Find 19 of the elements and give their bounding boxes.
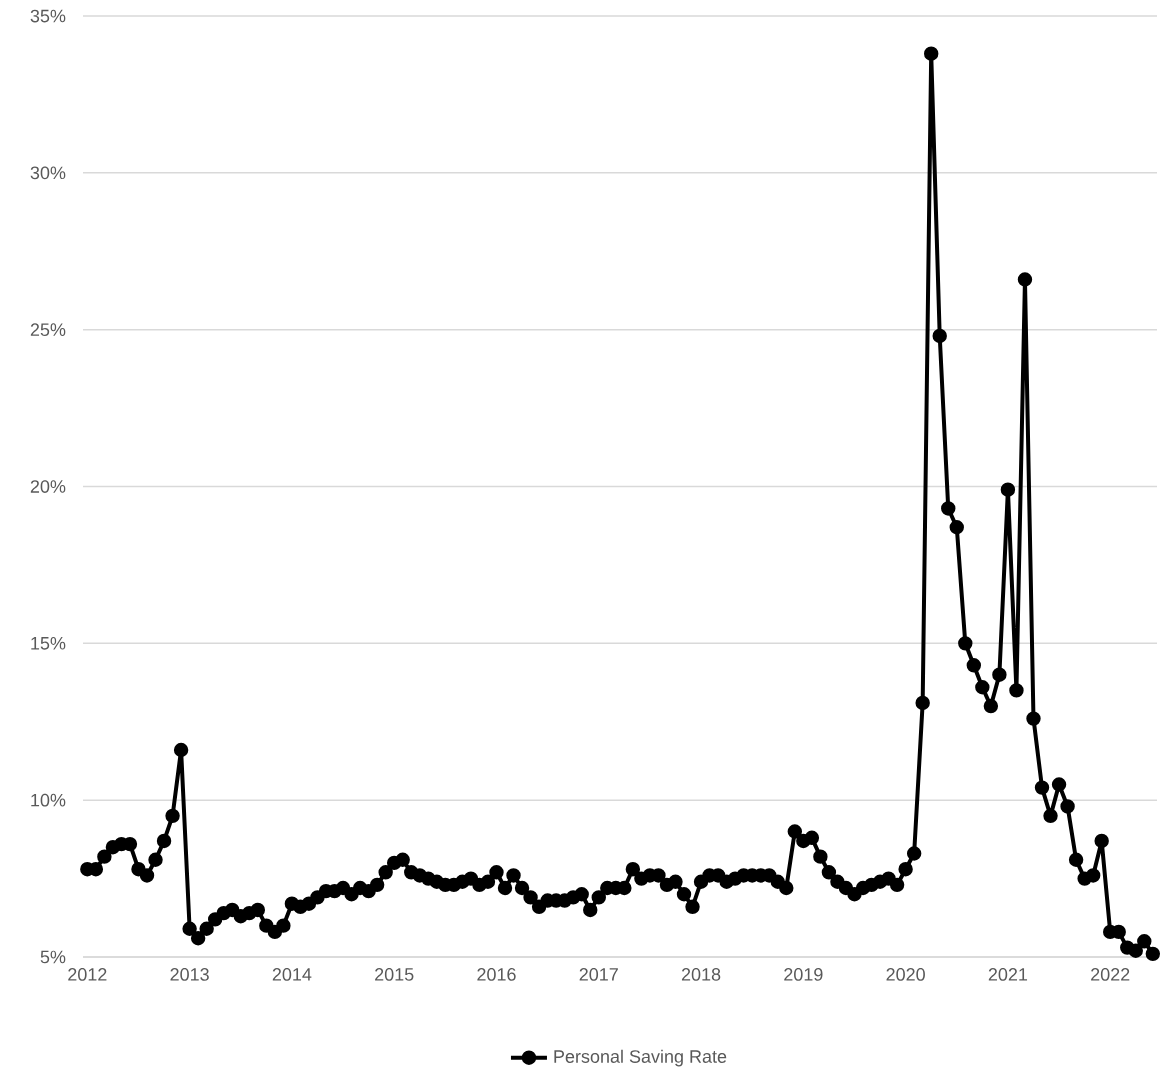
- x-tick-label: 2019: [784, 968, 823, 981]
- x-tick-label: 2012: [68, 968, 107, 981]
- x-tick-label: 2020: [886, 968, 925, 981]
- x-tick-label: 2015: [375, 968, 414, 981]
- x-tick-label: 2017: [579, 968, 618, 981]
- y-tick-label: 5%: [40, 950, 66, 964]
- x-tick-label: 2018: [681, 968, 721, 981]
- x-tick-label: 2013: [170, 968, 209, 981]
- x-tick-label: 2014: [272, 968, 312, 981]
- y-tick-label: 20%: [30, 480, 66, 493]
- x-tick-label: 2016: [477, 968, 516, 981]
- x-tick-label: 2022: [1091, 968, 1130, 981]
- y-tick-label: 15%: [31, 636, 66, 650]
- y-tick-label: 30%: [30, 166, 66, 180]
- legend-label: Personal Saving Rate: [554, 1049, 727, 1067]
- x-tick-label: 2021: [988, 968, 1028, 981]
- y-tick-label: 25%: [30, 323, 66, 337]
- y-tick-label: 35%: [30, 9, 66, 23]
- y-tick-label: 10%: [31, 793, 66, 807]
